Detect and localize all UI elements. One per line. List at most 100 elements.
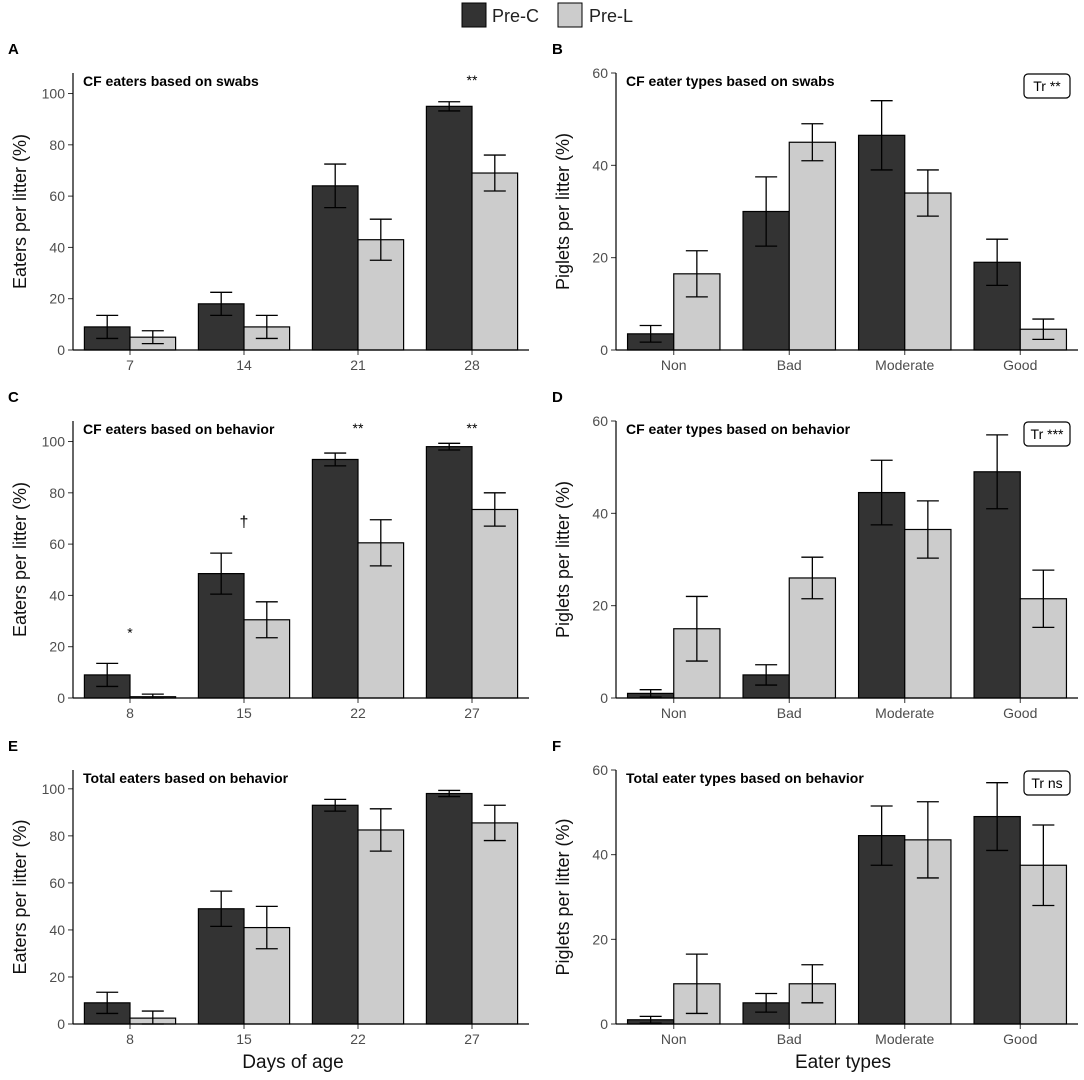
panel-letter: D [552,389,563,406]
y-axis-title: Piglets per litter (%) [553,133,573,290]
y-tick-label: 100 [42,86,66,102]
bar-pre-l-22 [357,829,405,1025]
y-tick-label: 80 [49,485,65,501]
significance-mark: ** [467,420,478,436]
y-tick-label: 60 [592,762,608,778]
x-tick-label: 22 [350,1031,366,1047]
x-tick-label: Bad [777,705,802,721]
x-tick-label: Bad [777,1031,802,1047]
x-tick-label: Good [1003,357,1037,373]
significance-mark: ** [353,420,364,436]
x-tick-label: 22 [350,705,366,721]
y-tick-label: 40 [592,505,608,521]
legend-swatch-pre-c [461,2,487,28]
y-tick-label: 0 [600,1016,608,1032]
legend-label-pre-c: Pre-C [492,6,539,26]
bar-pre-c-22 [311,458,359,699]
y-tick-label: 40 [49,587,65,603]
y-tick-label: 20 [592,598,608,614]
x-tick-label: Moderate [875,705,934,721]
bar-pre-l-bad [788,141,837,351]
x-tick-label: Moderate [875,357,934,373]
legend: Pre-C Pre-L [461,2,633,28]
y-tick-label: 40 [592,847,608,863]
x-tick-label: 7 [126,357,134,373]
x-axis-title-left: Days of age [242,1052,343,1073]
test-badge-box [1023,421,1071,447]
bar-pre-c-moderate [857,491,906,699]
bar-pre-c-28 [425,105,473,351]
panel-e: E 0 20 40 60 80 100 Eaters per litter (%) 8 15 22 2… [8,738,529,1047]
x-tick-label: Non [661,357,687,373]
y-tick-label: 60 [49,536,65,552]
x-tick-label: Moderate [875,1031,934,1047]
x-tick-label: Good [1003,705,1037,721]
panel-letter: C [8,389,19,406]
y-tick-label: 60 [592,65,608,81]
y-tick-label: 100 [42,781,66,797]
bar-pre-c-27 [425,792,473,1025]
panel-letter: B [552,41,563,58]
panel-title: Total eater types based on behavior [626,770,864,786]
significance-mark: ** [467,72,478,88]
panel-letter: A [8,41,19,58]
panel-title: CF eaters based on swabs [83,73,259,89]
legend-label-pre-l: Pre-L [589,6,633,26]
bar-pre-c-moderate [857,835,906,1025]
y-tick-label: 40 [49,239,65,255]
test-badge-label: Tr ** [1033,78,1061,94]
x-tick-label: Non [661,705,687,721]
x-tick-label: 27 [464,1031,480,1047]
x-tick-label: Good [1003,1031,1037,1047]
x-tick-label: Bad [777,357,802,373]
y-axis-title: Piglets per litter (%) [553,818,573,975]
x-tick-label: 8 [126,1031,134,1047]
panel-letter: F [552,738,561,755]
y-tick-label: 0 [57,342,65,358]
y-tick-label: 0 [600,690,608,706]
x-tick-label: 15 [236,1031,252,1047]
y-axis-title: Eaters per litter (%) [10,482,30,637]
y-tick-label: 100 [42,434,66,450]
y-tick-label: 20 [592,931,608,947]
bar-pre-l-28 [471,172,519,351]
y-tick-label: 20 [592,250,608,266]
panel-title: Total eaters based on behavior [83,770,289,786]
y-tick-label: 0 [57,1016,65,1032]
panel-title: CF eaters based on behavior [83,421,275,437]
y-tick-label: 20 [49,639,65,655]
panel-f: F 0 20 40 60 Piglets per litter (%) Non Bad Mode… [552,738,1078,1047]
x-tick-label: 14 [236,357,252,373]
panel-title: CF eater types based on behavior [626,421,851,437]
x-axis-title-right: Eater types [795,1052,891,1073]
y-axis-title: Eaters per litter (%) [10,134,30,289]
bar-pre-c-21 [311,185,359,351]
y-tick-label: 0 [600,342,608,358]
legend-swatch-pre-l [557,2,583,28]
y-tick-label: 80 [49,828,65,844]
x-tick-label: 15 [236,705,252,721]
test-badge-label: Tr ns [1031,775,1062,791]
y-tick-label: 60 [49,188,65,204]
bar-pre-l-27 [471,508,519,699]
y-tick-label: 80 [49,137,65,153]
bar-pre-c-22 [311,804,359,1025]
significance-mark: * [127,624,133,640]
y-tick-label: 20 [49,969,65,985]
bar-pre-c-27 [425,446,473,699]
panel-title: CF eater types based on swabs [626,73,835,89]
significance-mark: † [240,514,249,531]
test-badge-label: Tr *** [1031,426,1064,442]
x-tick-label: 8 [126,705,134,721]
x-tick-label: 27 [464,705,480,721]
panel-b: B 0 20 40 60 Piglets per litter (%) Non Bad Mode… [552,41,1078,373]
y-axis-title: Piglets per litter (%) [553,481,573,638]
y-tick-label: 60 [592,413,608,429]
x-tick-label: 28 [464,357,480,373]
bar-pre-l-27 [471,822,519,1025]
panel-d: D 0 20 40 60 Piglets per litter (%) Non Bad Mode… [552,389,1078,721]
y-tick-label: 60 [49,875,65,891]
panel-a: A 0 20 40 60 80 100 Eaters per litter (%) 7 14 21 2… [8,41,529,373]
